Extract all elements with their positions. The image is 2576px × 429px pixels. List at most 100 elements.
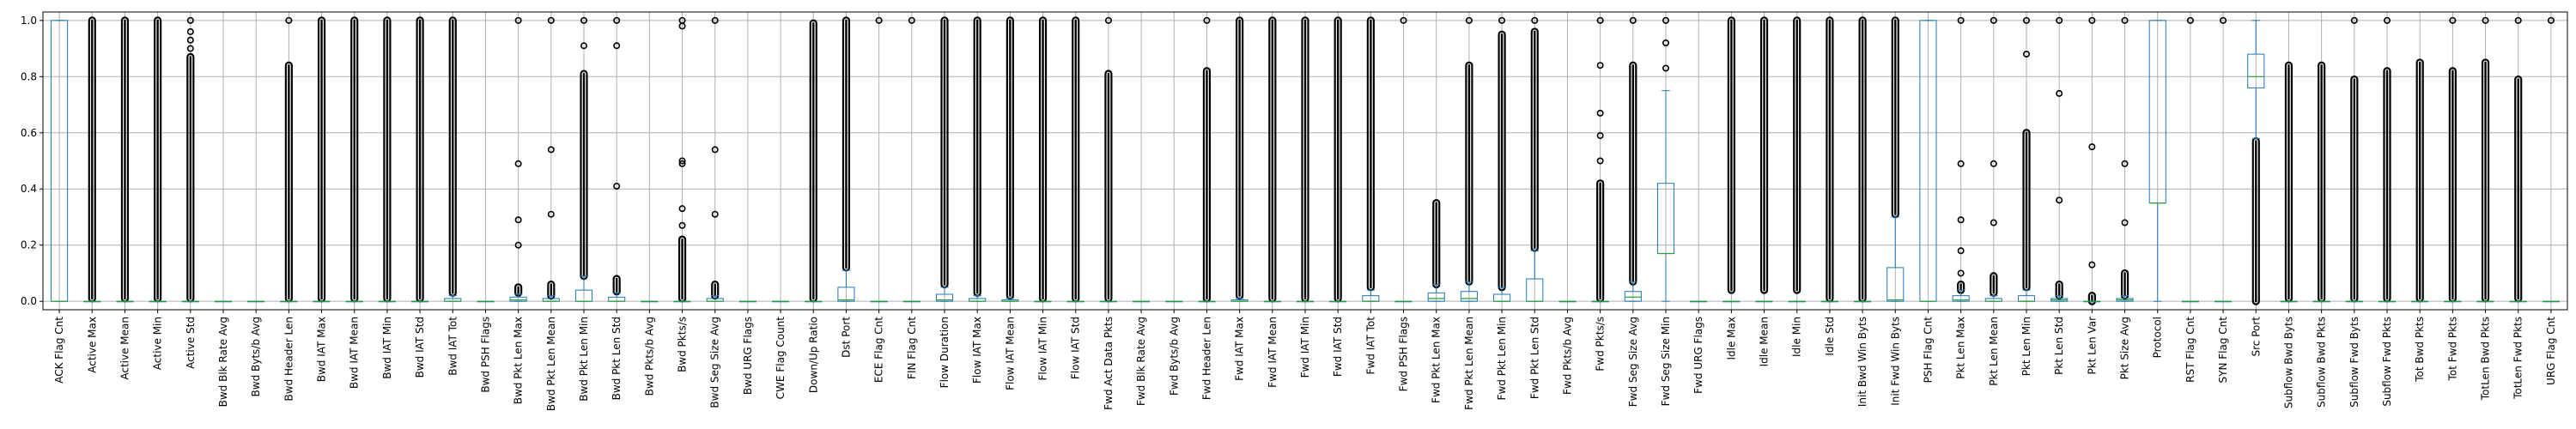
outlier-point — [2088, 16, 2096, 24]
outlier-band-core — [2353, 78, 2356, 299]
box-subflow-bwd-pkts — [2312, 61, 2330, 303]
outlier-band-core — [1107, 73, 1110, 299]
outlier-point — [1662, 16, 1670, 24]
x-tick-label: Bwd Pkt Len Min — [578, 317, 590, 402]
outlier-point — [2482, 16, 2489, 24]
x-tick-label: ACK Flag Cnt — [53, 317, 65, 384]
box-ece-flag-cnt — [870, 16, 888, 303]
outlier-point — [678, 160, 686, 167]
box-bwd-urg-flags — [738, 300, 756, 303]
box-syn-flag-cnt — [2215, 16, 2233, 303]
box-fwd-byts-b-avg — [1165, 300, 1183, 303]
box-bwd-pkts-s — [673, 16, 691, 303]
x-tick-label: Fwd IAT Mean — [1267, 317, 1279, 388]
box-active-std — [181, 16, 199, 303]
outlier-band-core — [943, 19, 946, 286]
box-bwd-iat-mean — [345, 16, 363, 303]
x-tick-label: FIN Flag Cnt — [906, 317, 918, 379]
outlier-point — [514, 241, 522, 249]
box-totlen-fwd-pkts — [2509, 16, 2527, 303]
box-init-fwd-win-byts — [1886, 16, 1905, 302]
box-bwd-pkt-len-max — [509, 16, 527, 302]
box-fwd-iat-std — [1329, 16, 1347, 303]
outlier-point — [580, 42, 587, 50]
outlier-band-core — [452, 19, 454, 294]
outlier-point — [678, 157, 686, 165]
x-tick-label: Bwd Byts/b Avg — [250, 317, 262, 396]
outlier-band-core — [1303, 19, 1307, 299]
box-idle-std — [1820, 16, 1838, 303]
outlier-band-core — [2091, 294, 2093, 303]
outlier-band-core — [1435, 202, 1437, 286]
x-tick-label: Dst Port — [840, 317, 852, 358]
outlier-band-core — [2123, 272, 2126, 297]
x-tick-label: Bwd IAT Mean — [349, 317, 361, 389]
box-bwd-pkt-len-mean — [542, 16, 560, 302]
box-pkt-len-min — [2017, 16, 2036, 302]
x-tick-label: Bwd IAT Std — [414, 317, 426, 378]
x-tick-label: Bwd Pkt Len Std — [611, 317, 623, 400]
outlier-point — [678, 16, 686, 24]
outlier-point — [1203, 16, 1211, 24]
outlier-point — [186, 45, 194, 52]
outlier-point — [711, 146, 719, 154]
box-dst-port — [837, 16, 855, 302]
y-tick-label: 0.0 — [21, 295, 37, 307]
outlier-band-core — [189, 56, 192, 299]
outlier-point — [285, 16, 293, 24]
box-idle-mean — [1755, 16, 1773, 303]
box-fwd-iat-max — [1230, 16, 1249, 302]
box-fwd-pkt-len-min — [1493, 16, 1511, 302]
x-tick-label: Bwd Seg Size Avg — [709, 317, 721, 408]
outlier-point — [1957, 269, 1965, 277]
x-tick-label: Active Std — [185, 317, 197, 369]
outlier-point — [1104, 16, 1112, 24]
outlier-point — [2220, 16, 2227, 24]
x-tick-label: Pkt Len Min — [2020, 317, 2032, 376]
outlier-point — [1957, 247, 1965, 255]
outlier-point — [1400, 16, 1407, 24]
outlier-point — [1662, 39, 1670, 47]
box-fwd-pkt-len-mean — [1460, 16, 1478, 302]
outlier-point — [186, 27, 194, 35]
outlier-band-core — [1238, 19, 1241, 297]
outlier-point — [186, 16, 194, 24]
x-tick-label: Fwd IAT Std — [1332, 317, 1344, 377]
outlier-point — [2514, 16, 2522, 24]
outlier-band-core — [1271, 19, 1274, 299]
x-tick-label: Bwd Pkt Len Mean — [545, 317, 557, 411]
box-fwd-seg-size-min — [1656, 16, 1675, 302]
outlier-point — [2056, 196, 2063, 204]
outlier-point — [1596, 157, 1604, 165]
outlier-band-core — [353, 19, 355, 299]
outlier-band — [1793, 16, 1801, 294]
outlier-band-core — [1763, 19, 1765, 292]
box-down-up-ratio — [805, 19, 823, 303]
x-tick-label: Active Max — [86, 317, 98, 373]
outlier-band-core — [615, 277, 618, 293]
outlier-point — [1596, 62, 1604, 69]
outlier-band-core — [156, 19, 159, 299]
outlier-point — [678, 205, 686, 213]
x-axis-ticks: ACK Flag Cnt Active Max Active Mean Active … — [53, 310, 2557, 411]
box-iqr — [1460, 291, 1478, 302]
x-tick-label: Subflow Fwd Byts — [2348, 317, 2360, 408]
x-tick-label: Bwd IAT Tot — [447, 317, 459, 376]
outlier-band-core — [1534, 30, 1536, 249]
x-tick-label: Bwd Blk Rate Avg — [217, 317, 229, 407]
x-tick-label: TotLen Bwd Pkts — [2480, 317, 2492, 401]
x-tick-label: Src Port — [2250, 317, 2262, 357]
outlier-band-core — [582, 73, 586, 277]
outlier-point — [2121, 219, 2129, 227]
x-tick-label: Fwd IAT Tot — [1364, 317, 1376, 375]
outlier-point — [613, 182, 621, 190]
box-bwd-pkt-len-std — [608, 16, 626, 302]
x-tick-label: Fwd Pkt Len Std — [1528, 317, 1540, 399]
outlier-band-core — [320, 19, 323, 299]
box-bwd-seg-size-avg — [706, 16, 724, 302]
outlier-band-core — [714, 283, 716, 297]
box-pkt-len-mean — [1984, 16, 2002, 302]
x-tick-label: SYN Flag Cnt — [2217, 317, 2229, 384]
x-tick-label: RST Flag Cnt — [2184, 317, 2196, 383]
